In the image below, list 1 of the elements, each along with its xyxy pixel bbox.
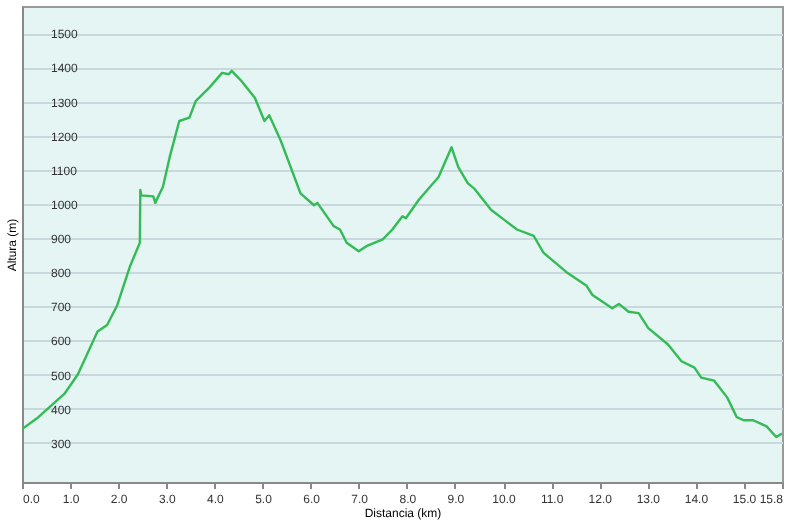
line-series — [22, 69, 782, 439]
